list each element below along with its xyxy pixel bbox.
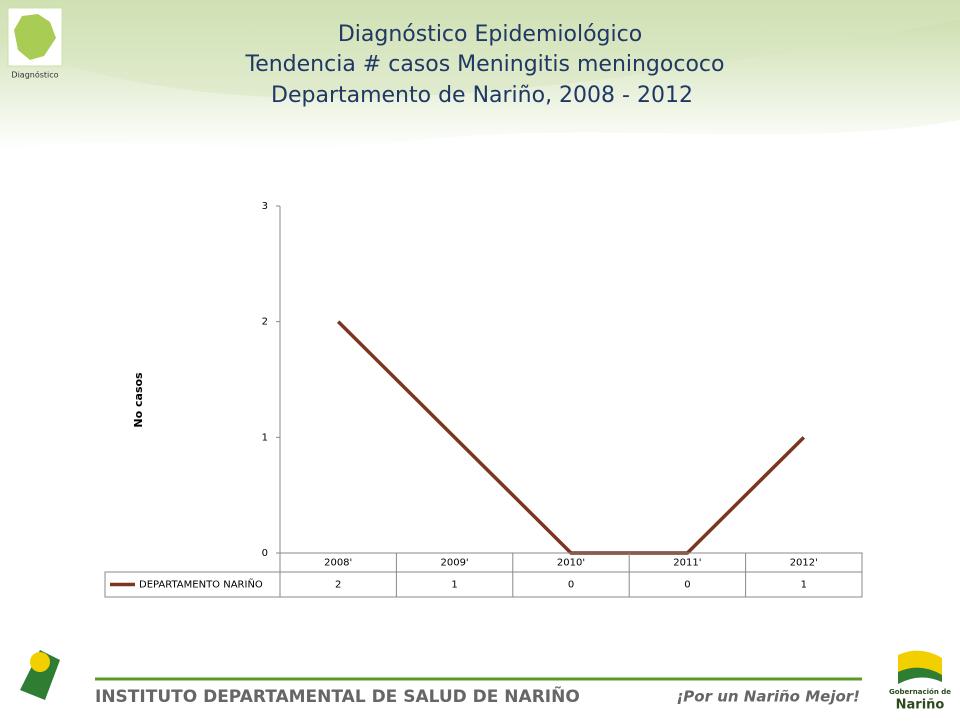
footer-logo xyxy=(30,652,50,672)
logo-label: Diagnóstico xyxy=(11,70,58,80)
footer-logo xyxy=(20,650,60,700)
title-line: Diagnóstico Epidemiológico xyxy=(338,22,642,47)
y-tick-label: 3 xyxy=(262,201,268,212)
title-line: Tendencia # casos Meningitis meningococo xyxy=(245,52,725,77)
x-tick-label: 2010' xyxy=(557,558,585,569)
title-line: Departamento de Nariño, 2008 - 2012 xyxy=(271,83,693,108)
data-table-value: 0 xyxy=(568,580,574,591)
data-table-value: 2 xyxy=(335,580,341,591)
gov-line: Nariño xyxy=(896,698,945,713)
data-table-value: 1 xyxy=(451,580,457,591)
footer-institute: INSTITUTO DEPARTAMENTAL DE SALUD DE NARI… xyxy=(95,684,580,707)
header-wave xyxy=(0,0,960,99)
y-axis-label: No casos xyxy=(132,372,145,428)
gov-logo xyxy=(898,667,942,684)
y-tick-label: 0 xyxy=(262,548,268,559)
x-tick-label: 2008' xyxy=(324,558,352,569)
logo-map xyxy=(14,14,56,60)
data-table-row xyxy=(104,571,863,598)
data-table-value: 0 xyxy=(684,580,690,591)
gov-line: Gobernación de xyxy=(889,688,951,696)
x-tick-label: 2012' xyxy=(790,558,818,569)
y-tick-label: 2 xyxy=(262,317,268,328)
y-tick-label: 1 xyxy=(262,432,268,443)
x-tick-label: 2009' xyxy=(440,558,468,569)
x-tick-label: 2011' xyxy=(673,558,701,569)
chart: 0 1 2 3 DEPARTAMENTO NARIÑO 2 1 0 0 1 2008' 2009' 20… xyxy=(104,201,863,598)
data-table-value: 1 xyxy=(801,580,807,591)
footer-slogan: ¡Por un Nariño Mejor! xyxy=(676,688,860,706)
legend-entry: DEPARTAMENTO NARIÑO xyxy=(139,578,263,591)
